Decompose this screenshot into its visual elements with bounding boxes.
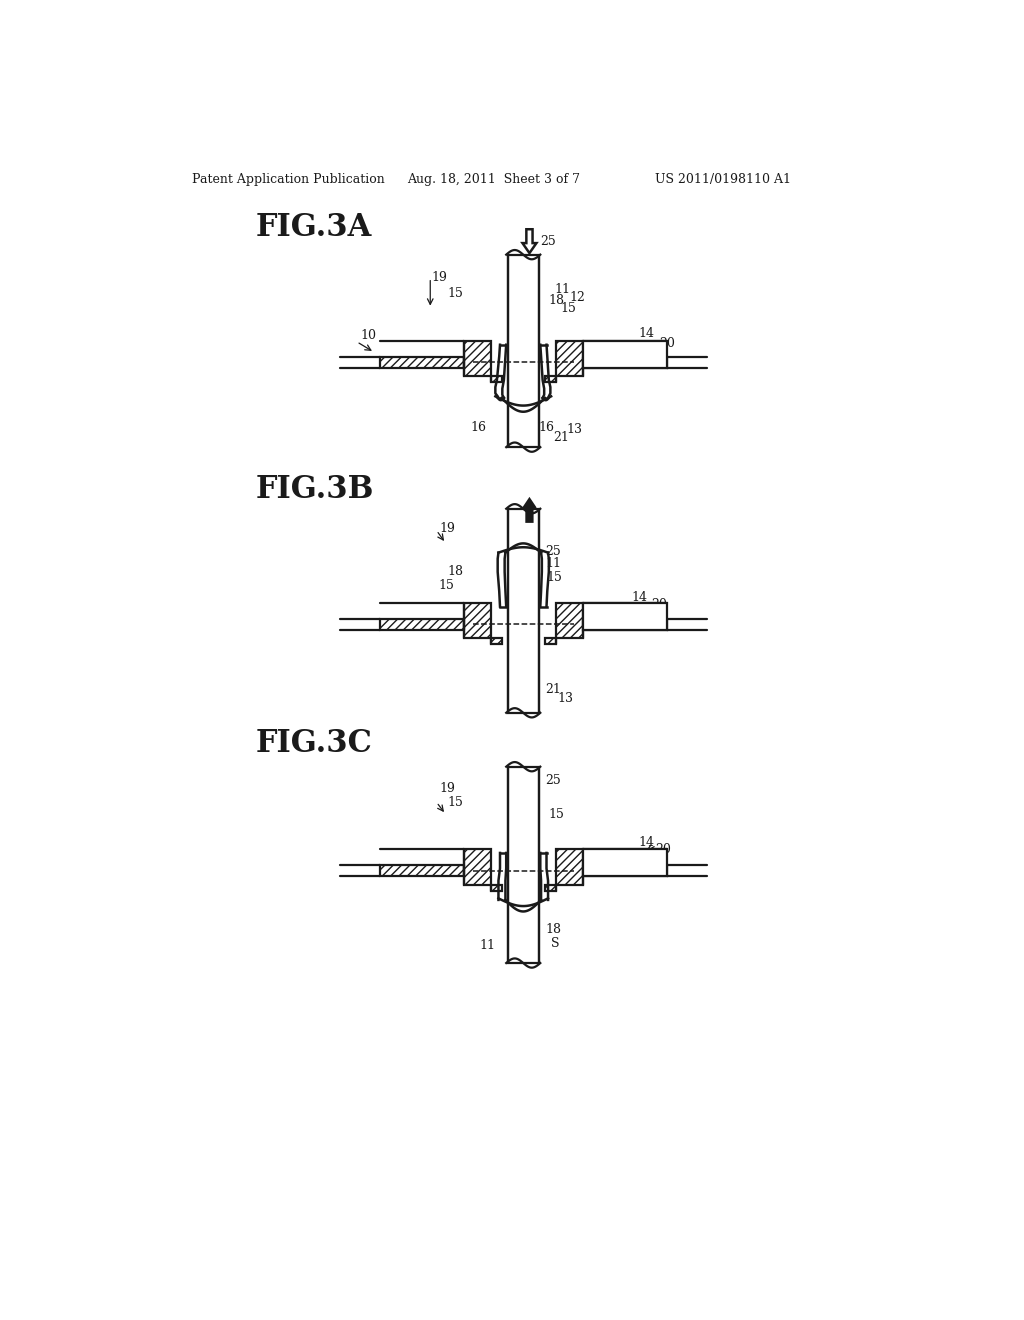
Text: 25: 25 (545, 545, 561, 557)
Bar (583, 849, 667, 876)
Bar (490, 376, 502, 383)
Bar (556, 603, 583, 638)
Text: 25: 25 (545, 774, 561, 787)
Bar (380, 866, 464, 876)
Text: 11: 11 (480, 939, 496, 952)
Text: 21: 21 (553, 430, 568, 444)
Text: 15: 15 (547, 570, 562, 583)
Text: 16: 16 (471, 421, 486, 434)
Text: 14: 14 (638, 327, 654, 341)
Bar (545, 884, 556, 891)
Text: 12: 12 (569, 290, 586, 304)
Text: 19: 19 (439, 521, 456, 535)
Bar (490, 638, 502, 644)
Text: FIG.3B: FIG.3B (256, 474, 374, 506)
Bar (556, 849, 583, 884)
Text: S: S (551, 937, 560, 950)
Polygon shape (523, 499, 536, 521)
Text: US 2011/0198110 A1: US 2011/0198110 A1 (655, 173, 791, 186)
Text: 13: 13 (566, 422, 583, 436)
Text: 19: 19 (439, 781, 456, 795)
Text: 15: 15 (548, 808, 564, 821)
Text: 15: 15 (560, 302, 577, 315)
Text: 13: 13 (557, 693, 573, 705)
Bar (508, 767, 539, 964)
Bar (583, 603, 667, 630)
Text: 20: 20 (651, 598, 667, 611)
Bar (556, 341, 583, 376)
Text: 18: 18 (545, 924, 561, 936)
Text: 15: 15 (438, 579, 454, 593)
Bar (380, 619, 464, 630)
Bar (464, 603, 490, 638)
Text: 15: 15 (447, 286, 463, 300)
Bar (464, 849, 490, 884)
Bar (545, 376, 556, 383)
Text: 18: 18 (447, 565, 463, 578)
Bar (583, 866, 667, 876)
Text: 14: 14 (632, 591, 648, 603)
Text: 18: 18 (548, 294, 564, 308)
Text: Patent Application Publication: Patent Application Publication (191, 173, 384, 186)
Text: 14: 14 (638, 836, 654, 849)
Text: 19: 19 (432, 271, 447, 284)
Text: 21: 21 (545, 684, 561, 696)
Text: Aug. 18, 2011  Sheet 3 of 7: Aug. 18, 2011 Sheet 3 of 7 (407, 173, 580, 186)
Text: FIG.3C: FIG.3C (256, 729, 373, 759)
Text: 15: 15 (447, 796, 463, 809)
Text: 16: 16 (539, 421, 555, 434)
Bar (583, 341, 667, 368)
Text: FIG.3A: FIG.3A (256, 213, 372, 243)
Text: 11: 11 (545, 557, 561, 570)
Text: 25: 25 (541, 235, 556, 248)
Bar (508, 508, 539, 713)
Bar (583, 358, 667, 368)
Bar (490, 884, 502, 891)
Text: 11: 11 (554, 282, 570, 296)
Bar (508, 255, 539, 447)
Bar (545, 638, 556, 644)
Text: 10: 10 (360, 329, 377, 342)
Bar (583, 619, 667, 630)
Bar (380, 358, 464, 368)
Bar (464, 341, 490, 376)
Text: 20: 20 (658, 337, 675, 350)
Text: 20: 20 (655, 843, 671, 857)
Polygon shape (522, 230, 537, 253)
